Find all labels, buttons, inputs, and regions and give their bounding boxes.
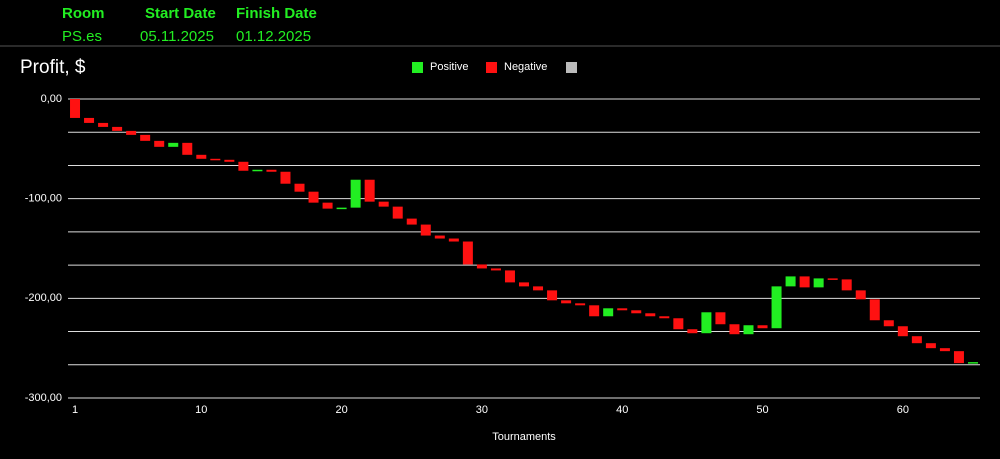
- legend-swatch: [486, 62, 497, 73]
- x-tick-label: 60: [897, 404, 909, 416]
- bar: [168, 142, 179, 147]
- bar: [448, 238, 459, 242]
- bar: [140, 134, 151, 141]
- x-tick-label: 20: [335, 404, 347, 416]
- bar: [855, 290, 866, 300]
- bar: [308, 191, 319, 203]
- bar: [841, 279, 852, 291]
- header-value: 01.12.2025: [236, 28, 311, 45]
- bar: [112, 126, 123, 131]
- bar: [70, 99, 81, 118]
- bar: [476, 264, 487, 269]
- bar: [813, 278, 824, 288]
- bar: [154, 140, 165, 147]
- bar: [336, 207, 347, 210]
- bar: [939, 348, 950, 352]
- bar: [224, 159, 235, 162]
- legend-label: Positive: [430, 61, 469, 73]
- bar: [434, 235, 445, 239]
- bar: [715, 312, 726, 325]
- bar: [701, 312, 712, 334]
- bar: [967, 362, 978, 364]
- x-axis-label: Tournaments: [492, 431, 556, 443]
- bar: [462, 241, 473, 265]
- header-label: Room: [62, 5, 105, 22]
- bar: [673, 318, 684, 330]
- bar: [406, 218, 417, 225]
- bar: [659, 316, 670, 319]
- bar: [420, 224, 431, 236]
- bar: [98, 122, 109, 127]
- bar: [533, 286, 544, 291]
- bar: [687, 329, 698, 334]
- bar: [561, 300, 572, 304]
- x-tick-label: 10: [195, 404, 207, 416]
- bar: [603, 308, 614, 317]
- bar: [897, 326, 908, 337]
- bar: [743, 325, 754, 335]
- bar: [504, 270, 515, 283]
- bar: [589, 305, 600, 317]
- header-value: PS.es: [62, 28, 102, 45]
- bar: [378, 201, 389, 207]
- y-tick-label: -200,00: [25, 292, 62, 304]
- bar: [392, 206, 403, 219]
- bar: [729, 324, 740, 335]
- bar: [238, 161, 249, 171]
- bar: [84, 117, 95, 123]
- bar: [883, 320, 894, 327]
- bar: [266, 169, 277, 172]
- y-tick-label: -300,00: [25, 392, 62, 404]
- y-tick-label: 0,00: [41, 93, 62, 105]
- bar: [645, 313, 656, 317]
- bar: [280, 171, 291, 184]
- x-tick-label: 30: [476, 404, 488, 416]
- bar: [757, 325, 768, 329]
- bar: [182, 142, 193, 155]
- bar: [785, 276, 796, 287]
- bar: [827, 278, 838, 280]
- bar: [210, 158, 221, 161]
- y-tick-label: -100,00: [25, 193, 62, 205]
- bar: [799, 276, 810, 288]
- bar: [575, 303, 586, 306]
- header-label: Start Date: [145, 5, 216, 22]
- bar: [547, 290, 558, 301]
- bar: [631, 310, 642, 314]
- bar: [953, 351, 964, 364]
- x-tick-label: 40: [616, 404, 628, 416]
- bar: [771, 286, 782, 329]
- header-value: 05.11.2025: [140, 28, 214, 45]
- bar: [911, 336, 922, 344]
- bar: [322, 202, 333, 209]
- legend-swatch: [412, 62, 423, 73]
- chart-title: Profit, $: [20, 57, 86, 78]
- bar: [126, 130, 137, 135]
- x-tick-label: 1: [72, 404, 78, 416]
- bar: [490, 268, 501, 271]
- header-label: Finish Date: [236, 5, 317, 22]
- bar: [252, 169, 263, 172]
- legend-swatch: [566, 62, 577, 73]
- bar: [350, 179, 361, 208]
- bar: [196, 154, 207, 159]
- bar: [294, 183, 305, 192]
- bar: [869, 299, 880, 321]
- bar: [617, 308, 628, 311]
- legend-label: Negative: [504, 61, 547, 73]
- bar: [519, 282, 529, 287]
- bar: [364, 179, 375, 202]
- x-tick-label: 50: [756, 404, 768, 416]
- bar: [925, 343, 936, 349]
